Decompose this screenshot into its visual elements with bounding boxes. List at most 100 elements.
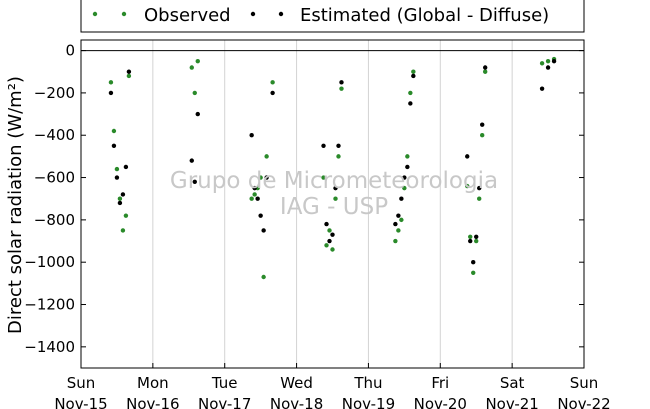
estimated-point <box>402 175 407 180</box>
observed-point <box>339 86 344 91</box>
observed-point <box>545 58 551 64</box>
estimated-point <box>405 164 410 170</box>
plot-border <box>80 39 585 369</box>
estimated-point <box>465 154 470 159</box>
observed-point <box>336 154 341 159</box>
estimated-point <box>396 213 401 218</box>
estimated-point <box>408 101 413 106</box>
x-tick-day: Sun <box>67 374 96 392</box>
estimated-point <box>468 238 473 244</box>
legend-marker-observed <box>92 11 98 17</box>
observed-point <box>111 128 117 134</box>
observed-point <box>474 238 479 244</box>
estimated-point <box>123 164 129 170</box>
observed-point <box>321 175 326 180</box>
observed-point <box>108 80 114 85</box>
legend-label-observed: Observed <box>144 5 231 26</box>
observed-point <box>123 213 129 218</box>
y-tick-label: −1400 <box>24 338 75 356</box>
estimated-point <box>551 58 557 64</box>
x-tick-date: Nov-19 <box>342 395 395 409</box>
estimated-point <box>261 228 266 233</box>
estimated-point <box>255 196 260 201</box>
y-tick-label: −200 <box>34 84 75 102</box>
legend-label-estimated: Estimated (Global - Diffuse) <box>300 5 549 26</box>
x-tick-date: Nov-15 <box>54 395 107 409</box>
observed-point <box>393 238 398 244</box>
x-tick-date: Nov-20 <box>414 395 467 409</box>
observed-point <box>120 228 126 233</box>
estimated-point <box>474 234 479 239</box>
y-tick-label: −800 <box>34 211 75 229</box>
x-tick-day: Wed <box>280 374 313 392</box>
observed-point <box>126 73 132 79</box>
watermark-line-1: Grupo de Micrometeorologia <box>170 168 498 194</box>
observed-point <box>471 270 476 275</box>
estimated-point <box>192 179 197 184</box>
y-tick-label: −1000 <box>24 253 75 271</box>
estimated-point <box>482 65 488 70</box>
y-tick-label: −600 <box>34 169 75 187</box>
observed-point <box>402 185 407 191</box>
observed-point <box>480 133 485 138</box>
estimated-point <box>545 65 551 70</box>
ticks: Sun Nov-15 Mon Nov-16 Tue Nov-17 Wed Nov-18 Thu N… <box>24 42 610 409</box>
y-tick-label: −1200 <box>24 296 75 314</box>
observed-point <box>249 196 254 201</box>
x-tick-day: Sun <box>570 374 599 392</box>
observed-point <box>189 65 194 70</box>
estimated-point <box>258 213 263 218</box>
x-tick-day: Tue <box>211 374 238 392</box>
observed-point <box>468 234 473 239</box>
estimated-point <box>111 143 117 149</box>
estimated-point <box>330 232 335 237</box>
estimated-point <box>393 221 398 227</box>
legend-box <box>80 0 585 33</box>
observed-point <box>330 247 335 252</box>
x-tick-day: Thu <box>353 374 382 392</box>
x-tick-date: Nov-16 <box>126 395 179 409</box>
observed-point <box>399 217 404 223</box>
x-tick-day: Fri <box>431 374 449 392</box>
plot-frame <box>81 40 584 368</box>
x-tick-day: Sat <box>500 374 525 392</box>
observed-point <box>408 90 413 96</box>
observed-point <box>482 69 488 74</box>
estimated-point <box>195 111 200 117</box>
observed-point <box>465 183 470 189</box>
observed-point <box>396 228 401 233</box>
estimated-point <box>327 238 332 244</box>
observed-point <box>114 166 120 172</box>
y-axis-label: Direct solar radiation (W/m²) <box>5 76 26 334</box>
watermark: Grupo de Micrometeorologia IAG - USP <box>170 168 498 220</box>
observed-point <box>117 196 123 201</box>
estimated-point <box>480 122 485 127</box>
estimated-point <box>264 175 269 180</box>
estimated-point <box>126 69 132 74</box>
observed-point <box>333 196 338 201</box>
estimated-point <box>117 200 123 206</box>
estimated-point <box>249 133 254 138</box>
estimated-point <box>471 259 476 265</box>
observed-point <box>539 61 545 66</box>
x-tick-day: Mon <box>137 374 169 392</box>
grid <box>152 40 513 368</box>
estimated-point <box>108 90 114 96</box>
observed-point <box>405 154 410 159</box>
observed-point <box>477 196 482 201</box>
estimated-point <box>189 158 194 163</box>
observed-point <box>192 90 197 96</box>
observed-point <box>264 154 269 159</box>
legend-marker-estimated <box>278 11 284 17</box>
legend: Observed Estimated (Global - Diffuse) <box>80 0 585 33</box>
observed-point <box>261 274 266 280</box>
legend-marker-observed <box>121 11 127 17</box>
estimated-point <box>270 90 275 96</box>
estimated-point <box>477 185 482 191</box>
estimated-point <box>321 143 326 149</box>
x-tick-date: Nov-22 <box>557 395 610 409</box>
observed-point <box>252 192 257 197</box>
estimated-point <box>252 185 257 191</box>
estimated-point <box>339 80 344 85</box>
